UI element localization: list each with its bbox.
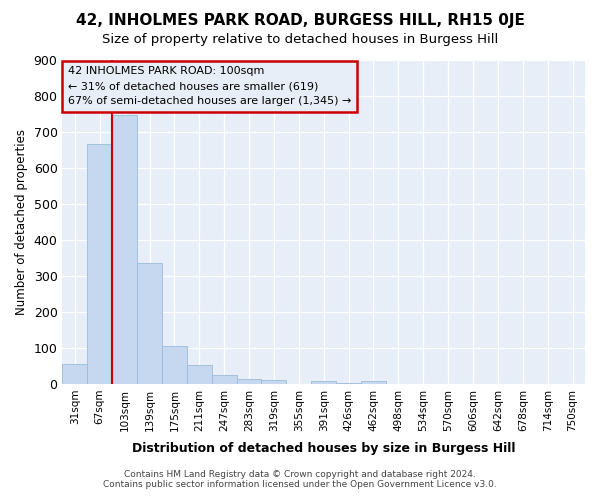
- Bar: [137, 264, 162, 384]
- Bar: [336, 383, 361, 384]
- Y-axis label: Number of detached properties: Number of detached properties: [15, 129, 28, 315]
- Text: 42 INHOLMES PARK ROAD: 100sqm
← 31% of detached houses are smaller (619)
67% of : 42 INHOLMES PARK ROAD: 100sqm ← 31% of d…: [68, 66, 351, 106]
- Bar: [236, 378, 262, 384]
- X-axis label: Distribution of detached houses by size in Burgess Hill: Distribution of detached houses by size …: [132, 442, 515, 455]
- Bar: [361, 381, 386, 384]
- Bar: [311, 381, 336, 384]
- Bar: [187, 365, 212, 384]
- Bar: [112, 114, 137, 384]
- Bar: [212, 375, 236, 384]
- Bar: [62, 364, 88, 384]
- Text: 42, INHOLMES PARK ROAD, BURGESS HILL, RH15 0JE: 42, INHOLMES PARK ROAD, BURGESS HILL, RH…: [76, 12, 524, 28]
- Bar: [162, 346, 187, 384]
- Text: Contains HM Land Registry data © Crown copyright and database right 2024.
Contai: Contains HM Land Registry data © Crown c…: [103, 470, 497, 489]
- Text: Size of property relative to detached houses in Burgess Hill: Size of property relative to detached ho…: [102, 32, 498, 46]
- Bar: [88, 144, 112, 384]
- Bar: [262, 380, 286, 384]
